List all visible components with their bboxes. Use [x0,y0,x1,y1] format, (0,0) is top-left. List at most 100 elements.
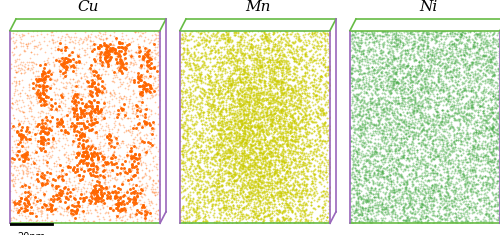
Point [47,167,55,171]
Point [100,91,108,95]
Point [404,101,412,105]
Point [282,176,290,179]
Point [398,154,406,158]
Point [442,51,450,55]
Point [207,128,215,132]
Point [402,145,410,149]
Point [193,58,201,61]
Point [240,129,248,133]
Point [354,208,362,212]
Point [142,91,150,95]
Point [130,196,138,199]
Point [420,162,428,165]
Point [226,163,234,166]
Point [409,143,417,147]
Point [194,35,202,39]
Point [364,91,372,95]
Point [110,150,118,154]
Point [357,38,365,42]
Point [445,127,453,131]
Point [356,44,364,47]
Point [302,117,310,121]
Point [58,100,66,104]
Point [391,138,399,142]
Point [356,30,364,34]
Point [90,194,98,198]
Point [454,54,462,58]
Point [144,51,152,54]
Point [427,207,435,211]
Point [112,213,120,216]
Point [262,141,270,145]
Point [348,76,356,80]
Point [218,88,226,91]
Point [278,110,285,114]
Point [252,75,260,79]
Point [388,66,396,70]
Point [12,199,20,202]
Point [78,126,86,130]
Point [323,38,331,41]
Point [52,106,60,109]
Point [292,190,300,194]
Point [18,42,26,45]
Point [460,163,468,166]
Point [58,177,66,181]
Point [317,217,325,221]
Point [360,175,368,179]
Point [294,109,302,112]
Point [238,69,246,73]
Point [74,129,82,133]
Point [245,104,253,108]
Point [352,68,360,72]
Point [486,150,494,154]
Point [419,73,427,76]
Point [302,50,310,54]
Point [262,201,270,205]
Point [110,70,118,74]
Point [259,111,267,115]
Point [262,160,270,164]
Point [143,63,151,67]
Point [372,129,380,132]
Point [214,122,222,125]
Point [240,142,248,145]
Point [372,219,380,223]
Point [468,167,476,171]
Point [200,215,208,219]
Point [240,64,248,67]
Point [456,119,464,123]
Point [478,104,486,108]
Point [234,48,241,52]
Point [472,208,480,212]
Point [234,101,242,105]
Point [291,212,299,215]
Point [296,134,304,138]
Point [196,78,204,82]
Point [370,103,378,107]
Point [316,112,324,115]
Point [221,124,229,128]
Point [454,73,462,77]
Point [488,80,496,84]
Point [260,187,268,190]
Point [320,34,328,38]
Point [107,141,115,145]
Point [420,132,428,136]
Point [394,136,402,140]
Point [198,59,205,63]
Point [403,111,411,115]
Point [494,110,500,114]
Point [460,62,468,66]
Point [308,181,316,185]
Point [378,185,386,188]
Point [148,95,156,99]
Point [374,120,382,124]
Point [407,67,415,70]
Point [417,49,425,53]
Point [272,168,280,172]
Point [248,143,256,147]
Point [316,52,324,56]
Point [468,221,475,224]
Point [254,177,262,181]
